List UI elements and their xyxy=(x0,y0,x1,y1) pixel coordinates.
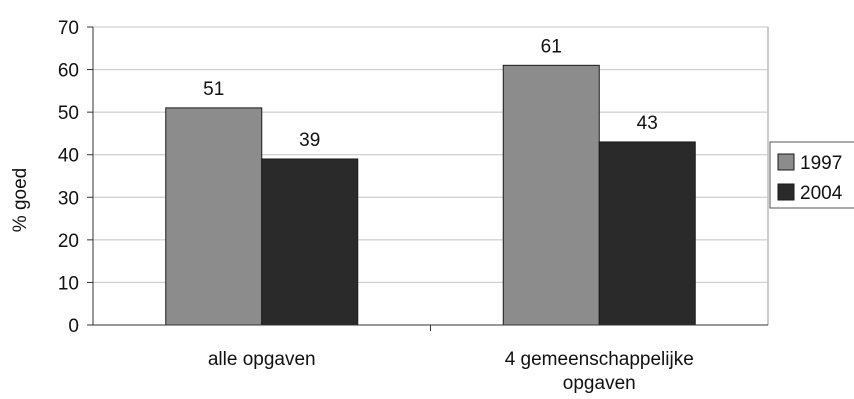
data-label: 51 xyxy=(203,79,224,100)
x-axis: alle opgaven 4 gemeenschappelijke opgaven xyxy=(93,324,768,394)
y-tick-label: 10 xyxy=(58,273,79,294)
bars xyxy=(165,64,696,326)
bar-2004-0 xyxy=(261,158,359,326)
legend-swatch-1997 xyxy=(777,153,795,171)
bar-1997-1 xyxy=(502,64,600,326)
bar-1997-0 xyxy=(165,107,263,326)
y-tick-label: 70 xyxy=(58,18,79,39)
x-category-label: alle opgaven xyxy=(208,349,316,370)
x-category-label: opgaven xyxy=(563,373,636,394)
data-label: 43 xyxy=(637,113,658,134)
legend: 1997 2004 xyxy=(769,141,854,209)
data-label: 39 xyxy=(299,130,320,151)
y-tick-label: 30 xyxy=(58,188,79,209)
y-tick-label: 50 xyxy=(58,103,79,124)
legend-swatch-2004 xyxy=(777,183,795,201)
bar-2004-1 xyxy=(598,141,696,326)
legend-label: 2004 xyxy=(800,183,843,204)
y-tick-label: 20 xyxy=(58,231,79,252)
y-axis: 0 10 20 30 40 50 60 70 xyxy=(58,18,94,337)
legend-label: 1997 xyxy=(800,153,842,174)
y-tick-label: 40 xyxy=(58,146,79,167)
y-tick-label: 60 xyxy=(58,61,79,82)
x-category-label: 4 gemeenschappelijke xyxy=(505,349,694,370)
data-labels: 51 39 61 43 xyxy=(203,36,658,151)
data-label: 61 xyxy=(541,36,562,57)
y-axis-label: % goed xyxy=(10,168,31,232)
y-tick-label: 0 xyxy=(68,316,79,337)
